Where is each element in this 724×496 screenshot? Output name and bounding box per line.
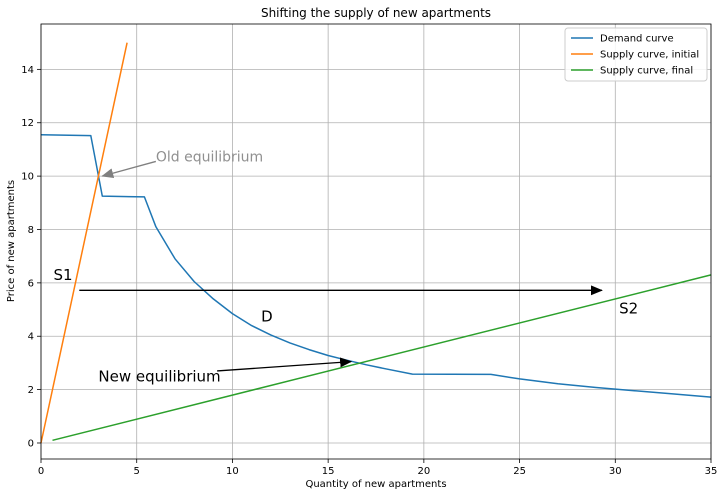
x-tick-label: 0 [38,466,44,477]
legend-label: Supply curve, initial [600,50,699,61]
y-tick-label: 8 [28,225,34,236]
old-equilibrium-annotation: Old equilibrium [156,149,263,165]
old-equilibrium-arrow [101,160,157,179]
axes: 0 5 10 15 20 25 30 35 0 2 4 6 8 10 12 14 [21,23,718,477]
annotations: Old equilibrium New equilibrium S1 S2 D [53,149,638,385]
y-tick-label: 2 [28,385,34,396]
new-equilibrium-annotation: New equilibrium [98,368,220,386]
s1-annotation: S1 [53,266,72,284]
demand-curve-line [40,134,712,398]
x-tick-label: 25 [513,466,526,477]
x-tick-label: 15 [322,466,335,477]
y-axis-label: Price of new apartments [6,180,17,302]
y-tick-label: 14 [21,65,34,76]
y-tick-label: 6 [28,278,34,289]
chart-title: Shifting the supply of new apartments [261,6,491,20]
legend-box [564,27,708,82]
y-tick-label: 12 [21,118,34,129]
plot-lines [40,42,712,444]
supply-curve-initial-line [40,42,128,444]
x-tick-label: 35 [705,466,718,477]
y-tick-label: 0 [28,438,34,449]
x-tick-label: 20 [417,466,430,477]
new-equilibrium-arrow [217,357,353,372]
grid [40,24,712,459]
legend-label: Demand curve [600,34,674,45]
d-annotation: D [261,308,273,326]
s2-annotation: S2 [619,300,638,318]
x-tick-label: 5 [134,466,140,477]
legend-label: Supply curve, final [600,66,693,77]
legend: Demand curve Supply curve, initial Supply … [564,27,708,82]
x-tick-label: 10 [226,466,239,477]
plot-frame [40,23,712,460]
x-tick-label: 30 [609,466,622,477]
supply-curve-final-line [52,274,712,442]
x-axis-label: Quantity of new apartments [305,479,446,490]
y-tick-label: 10 [21,172,34,183]
y-tick-label: 4 [28,332,34,343]
